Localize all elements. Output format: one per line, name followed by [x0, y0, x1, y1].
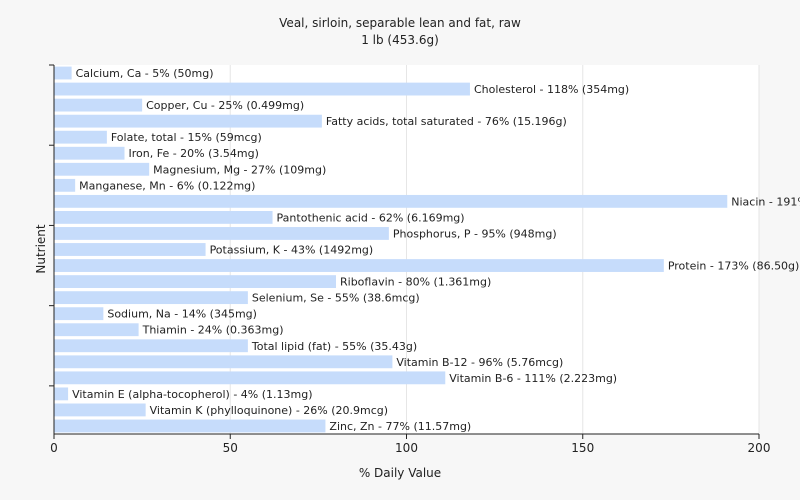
- bar: [54, 66, 72, 80]
- bar: [54, 323, 139, 337]
- bar: [54, 259, 664, 272]
- x-tick-label: 100: [395, 441, 418, 455]
- bar-label: Pantothenic acid - 62% (6.169mg): [277, 211, 465, 224]
- bar-label: Vitamin B-6 - 111% (2.223mg): [449, 372, 617, 385]
- bar: [54, 339, 248, 353]
- bar-label: Riboflavin - 80% (1.361mg): [340, 276, 491, 289]
- bar: [54, 178, 76, 192]
- bar: [54, 114, 322, 128]
- bar-label: Manganese, Mn - 6% (0.122mg): [79, 179, 255, 192]
- x-tick-label: 0: [50, 441, 58, 455]
- x-tick-label: 150: [571, 441, 594, 455]
- bar-label: Iron, Fe - 20% (3.54mg): [129, 147, 259, 160]
- bar-label: Total lipid (fat) - 55% (35.43g): [251, 340, 417, 353]
- bar-label: Magnesium, Mg - 27% (109mg): [153, 163, 326, 176]
- bar-label: Fatty acids, total saturated - 76% (15.1…: [326, 115, 567, 128]
- bar: [54, 275, 336, 289]
- bar-label: Phosphorus, P - 95% (948mg): [393, 227, 557, 240]
- bar: [54, 307, 104, 321]
- bar: [54, 419, 326, 433]
- chart-title: Veal, sirloin, separable lean and fat, r…: [279, 16, 521, 30]
- x-tick-label: 50: [223, 441, 238, 455]
- x-tick-label: 200: [748, 441, 771, 455]
- bar-label: Protein - 173% (86.50g): [668, 260, 800, 273]
- bar-label: Folate, total - 15% (59mcg): [111, 131, 262, 144]
- bar: [54, 210, 273, 224]
- bar: [54, 130, 107, 144]
- bar: [54, 98, 143, 112]
- bar: [54, 146, 125, 160]
- bar: [54, 371, 446, 385]
- bar-label: Copper, Cu - 25% (0.499mg): [146, 99, 304, 112]
- bar: [54, 291, 248, 305]
- bar: [54, 243, 206, 256]
- bar: [54, 227, 389, 240]
- bar-label: Thiamin - 24% (0.363mg): [142, 324, 284, 337]
- bar-label: Zinc, Zn - 77% (11.57mg): [329, 420, 471, 433]
- bar-label: Selenium, Se - 55% (38.6mcg): [252, 292, 420, 305]
- bar-label: Sodium, Na - 14% (345mg): [107, 308, 257, 321]
- bar-label: Calcium, Ca - 5% (50mg): [76, 67, 214, 80]
- bar-label: Cholesterol - 118% (354mg): [474, 83, 629, 96]
- bar-label: Vitamin K (phylloquinone) - 26% (20.9mcg…: [150, 404, 388, 417]
- bar-label: Niacin - 191% (38.284mg): [731, 195, 800, 208]
- axes: 0 50 100 150 200: [49, 64, 771, 455]
- bar-label: Vitamin B-12 - 96% (5.76mcg): [396, 356, 563, 369]
- bar: [54, 403, 146, 417]
- y-axis-label: Nutrient: [34, 224, 48, 274]
- bar-label: Vitamin E (alpha-tocopherol) - 4% (1.13m…: [72, 388, 312, 401]
- bar: [54, 162, 150, 176]
- bar: [54, 355, 393, 369]
- bar: [54, 387, 69, 401]
- bar: [54, 194, 728, 208]
- bar-label: Potassium, K - 43% (1492mg): [210, 244, 374, 257]
- bar: [54, 82, 470, 96]
- x-axis-label: % Daily Value: [359, 466, 441, 480]
- bars: Calcium, Ca - 5% (50mg) Cholesterol - 118…: [54, 66, 800, 433]
- chart-subtitle: 1 lb (453.6g): [361, 33, 439, 47]
